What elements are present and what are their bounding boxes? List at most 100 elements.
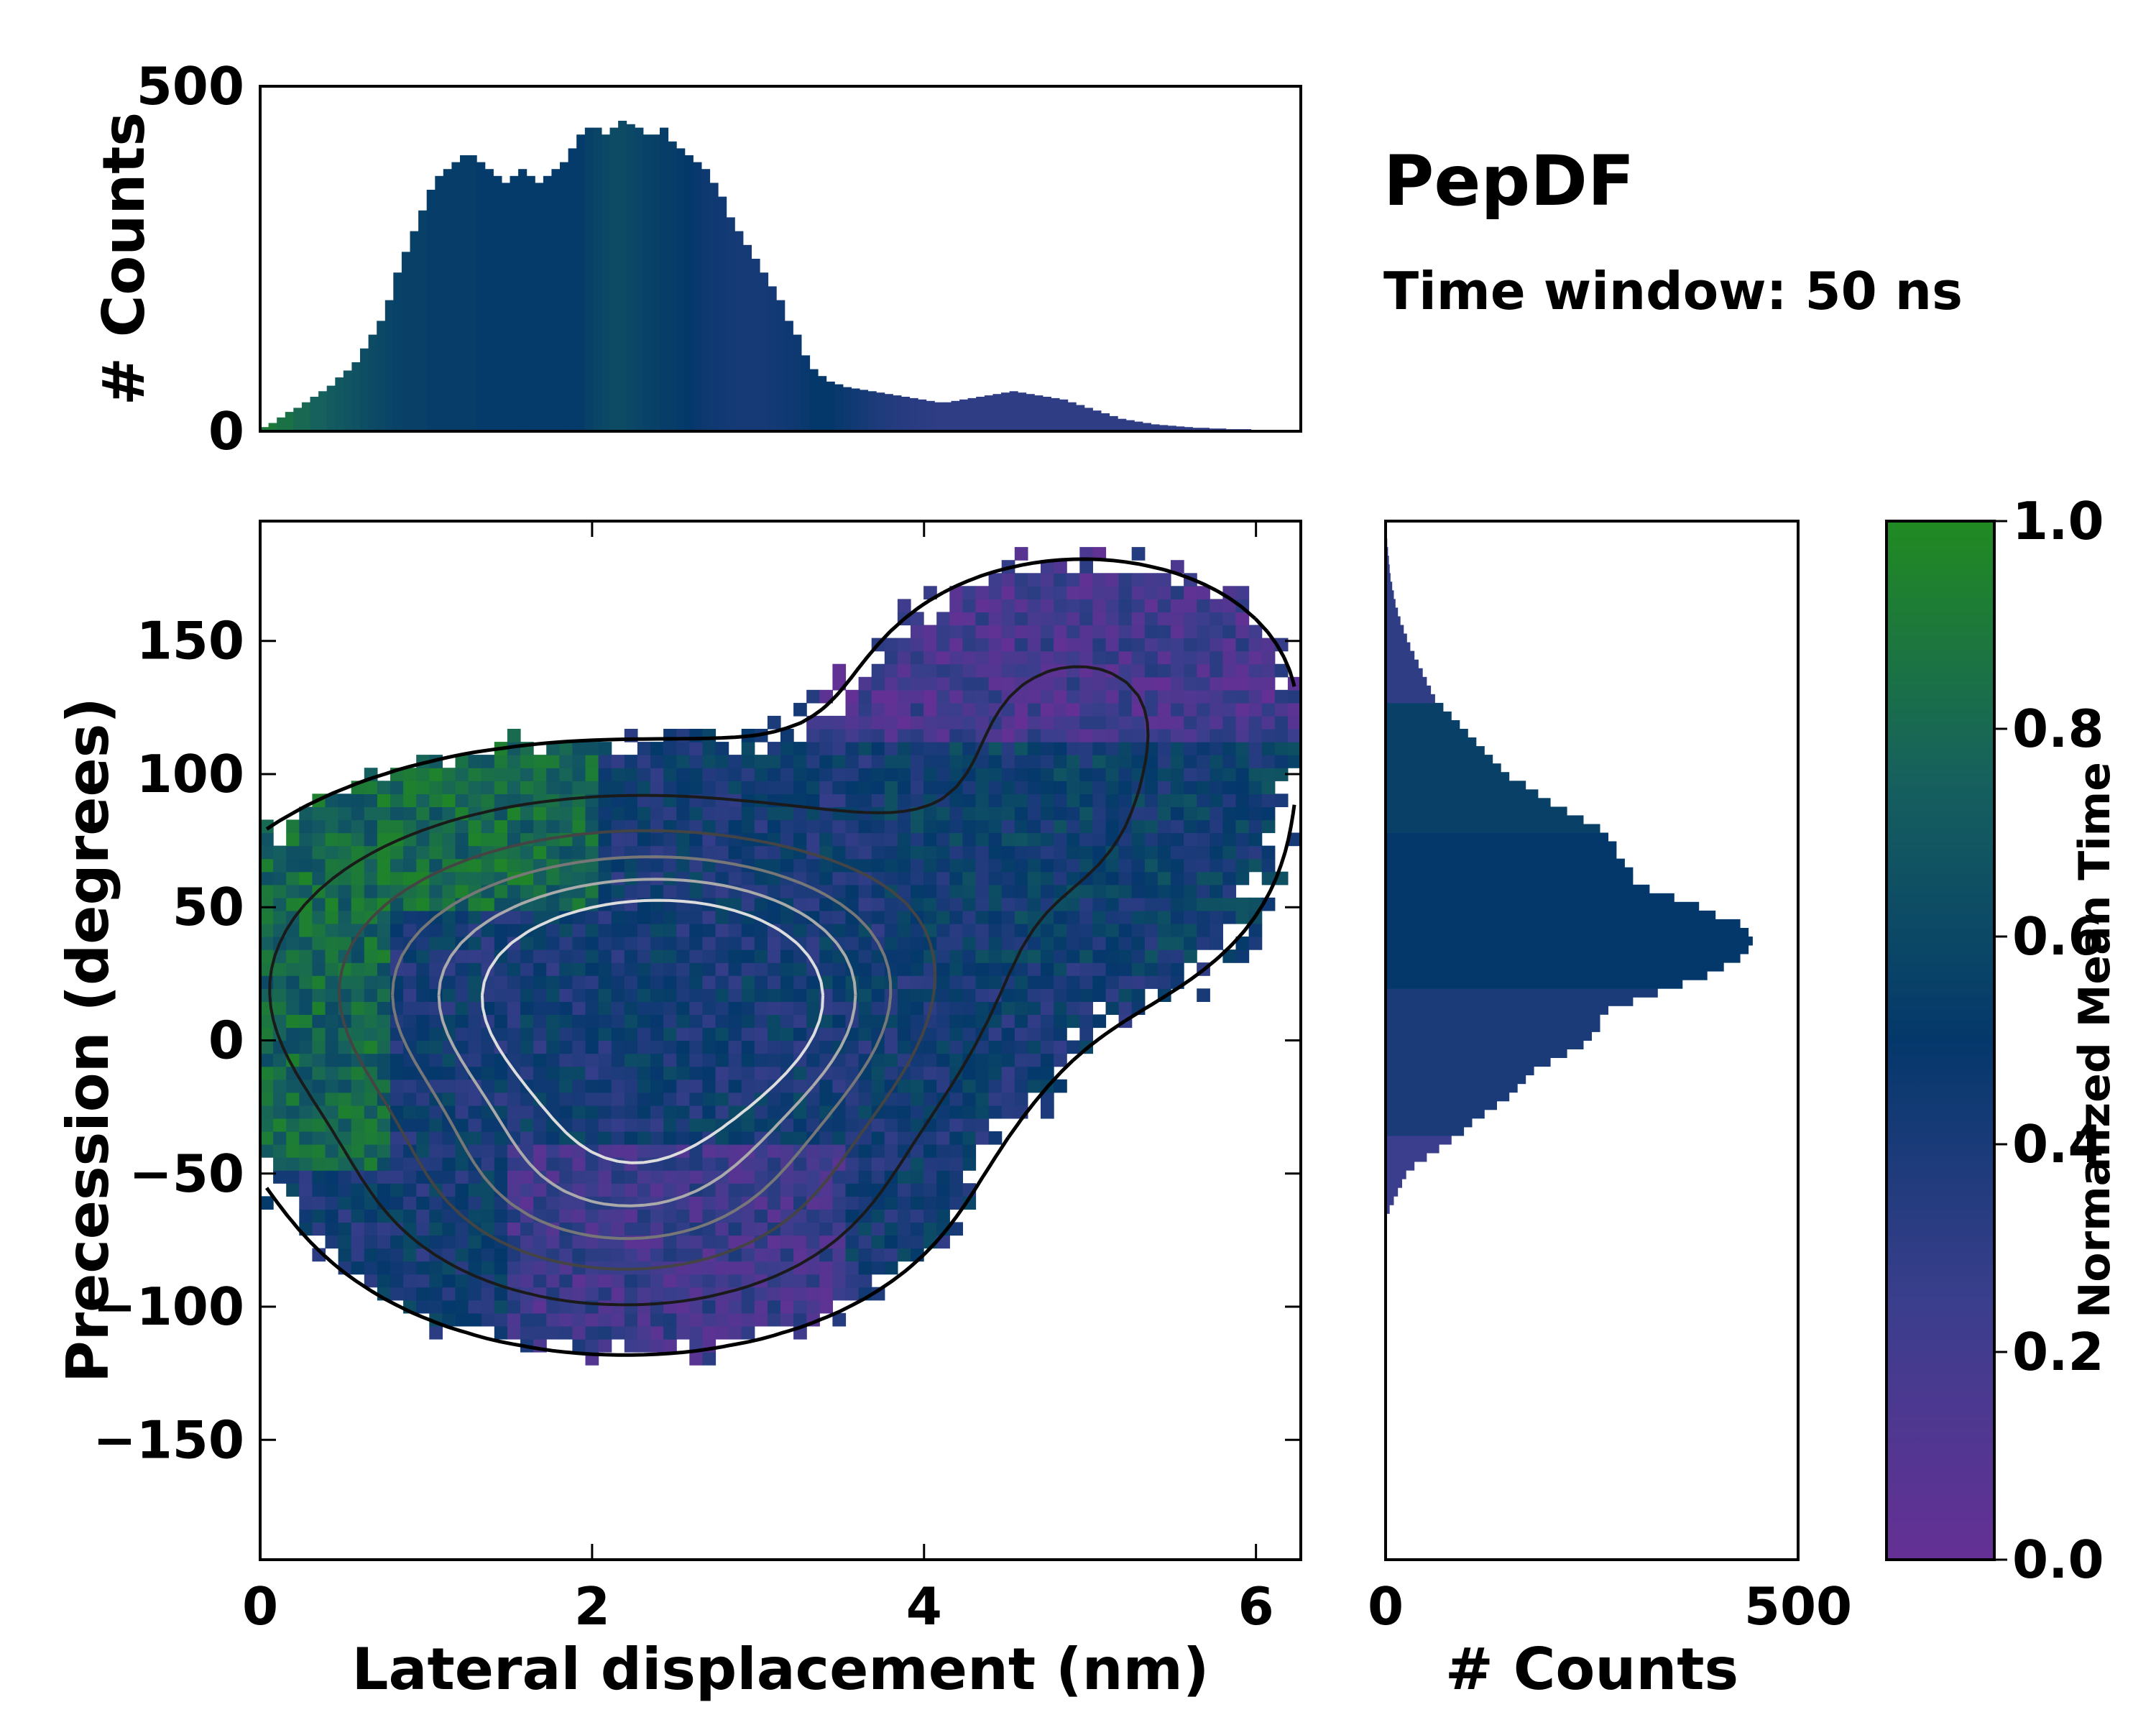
heatmap-cell	[871, 923, 885, 937]
heatmap-cell	[676, 1312, 690, 1327]
heatmap-cell	[260, 1131, 274, 1145]
heatmap-cell	[260, 832, 274, 847]
heatmap-cell	[871, 871, 885, 886]
heatmap-cell	[663, 1079, 677, 1093]
heatmap-cell	[754, 949, 768, 963]
heatmap-cell	[351, 1079, 365, 1093]
heatmap-cell	[572, 1118, 586, 1132]
heatmap-cell	[1079, 884, 1093, 898]
heatmap-cell	[780, 962, 794, 976]
heatmap-cell	[624, 1066, 638, 1080]
heatmap-cell	[507, 975, 521, 989]
heatmap-cell	[416, 1222, 430, 1236]
heatmap-cell	[351, 806, 365, 821]
histogram-bar	[360, 348, 369, 431]
heatmap-cell	[819, 1092, 833, 1106]
heatmap-cell	[911, 1092, 924, 1106]
heatmap-cell	[1197, 937, 1210, 950]
heatmap-cell	[1041, 937, 1054, 950]
heatmap-cell	[806, 794, 820, 807]
heatmap-cell	[546, 1248, 560, 1262]
heatmap-cell	[1054, 1014, 1067, 1029]
heatmap-cell	[429, 845, 443, 860]
heatmap-cell	[1105, 1001, 1120, 1015]
heatmap-cell	[429, 1053, 443, 1067]
heatmap-cell	[403, 949, 417, 963]
heatmap-cell	[715, 1118, 729, 1132]
heatmap-cell	[611, 1053, 625, 1067]
heatmap-cell	[377, 1261, 391, 1275]
heatmap-cell	[1079, 612, 1093, 626]
heatmap-cell	[767, 1040, 781, 1054]
heatmap-cell	[520, 1053, 534, 1067]
heatmap-cell	[1171, 729, 1184, 742]
heatmap-cell	[975, 1001, 990, 1015]
heatmap-cell	[1144, 638, 1158, 652]
heatmap-cell	[299, 884, 313, 898]
heatmap-cell	[754, 1066, 768, 1080]
heatmap-cell	[897, 1222, 911, 1236]
heatmap-cell	[1067, 975, 1080, 989]
heatmap-cell	[1131, 910, 1146, 924]
heatmap-cell	[650, 1027, 664, 1041]
heatmap-cell	[884, 1027, 898, 1041]
heatmap-cell	[741, 871, 755, 886]
heatmap-cell	[650, 1105, 664, 1119]
heatmap-cell	[845, 949, 860, 963]
heatmap-cell	[507, 729, 521, 742]
heatmap-cell	[494, 819, 508, 834]
heatmap-cell	[533, 1092, 547, 1106]
heatmap-cell	[286, 1131, 300, 1145]
heatmap-cell	[949, 663, 963, 678]
heatmap-cell	[364, 871, 378, 886]
heatmap-cell	[377, 1001, 391, 1015]
heatmap-cell	[1222, 638, 1237, 652]
heatmap-cell	[911, 923, 924, 937]
heatmap-cell	[728, 1222, 742, 1236]
heatmap-cell	[559, 962, 573, 976]
heatmap-cell	[325, 1105, 339, 1119]
heatmap-cell	[286, 858, 300, 873]
heatmap-cell	[390, 1144, 404, 1158]
heatmap-cell	[1287, 832, 1302, 847]
heatmap-cell	[637, 1131, 651, 1145]
heatmap-cell	[1171, 923, 1184, 937]
heatmap-cell	[429, 923, 443, 937]
heatmap-cell	[390, 1287, 404, 1301]
heatmap-cell	[897, 650, 911, 665]
heatmap-cell	[1144, 949, 1158, 963]
heatmap-cell	[897, 702, 911, 717]
heatmap-cell	[767, 937, 781, 950]
heatmap-cell	[1248, 845, 1263, 860]
heatmap-cell	[962, 586, 977, 599]
heatmap-cell	[364, 1040, 378, 1054]
heatmap-cell	[325, 1053, 339, 1067]
heatmap-cell	[1184, 586, 1197, 599]
histogram-bar	[1134, 421, 1143, 431]
heatmap-cell	[1144, 962, 1158, 976]
heatmap-cell	[871, 1079, 885, 1093]
heatmap-cell	[988, 676, 1003, 691]
heatmap-cell	[949, 768, 963, 781]
heatmap-cell	[1144, 819, 1158, 834]
heatmap-cell	[949, 1131, 963, 1145]
heatmap-cell	[481, 1131, 495, 1145]
heatmap-cell	[533, 1131, 547, 1145]
heatmap-cell	[416, 1001, 430, 1015]
heatmap-cell	[585, 819, 599, 834]
heatmap-cell	[403, 1118, 417, 1132]
heatmap-cell	[650, 794, 664, 807]
heatmap-cell	[988, 794, 1003, 807]
heatmap-cell	[1105, 599, 1120, 613]
heatmap-cell	[911, 729, 924, 742]
heatmap-cell	[481, 768, 495, 781]
heatmap-cell	[364, 1066, 378, 1080]
heatmap-cell	[624, 1131, 638, 1145]
heatmap-cell	[1079, 819, 1093, 834]
heatmap-cell	[923, 858, 937, 873]
heatmap-cell	[403, 975, 417, 989]
heatmap-cell	[728, 1066, 742, 1080]
heatmap-cell	[962, 599, 977, 613]
histogram-bar	[1386, 1100, 1497, 1110]
heatmap-cell	[1092, 871, 1107, 886]
